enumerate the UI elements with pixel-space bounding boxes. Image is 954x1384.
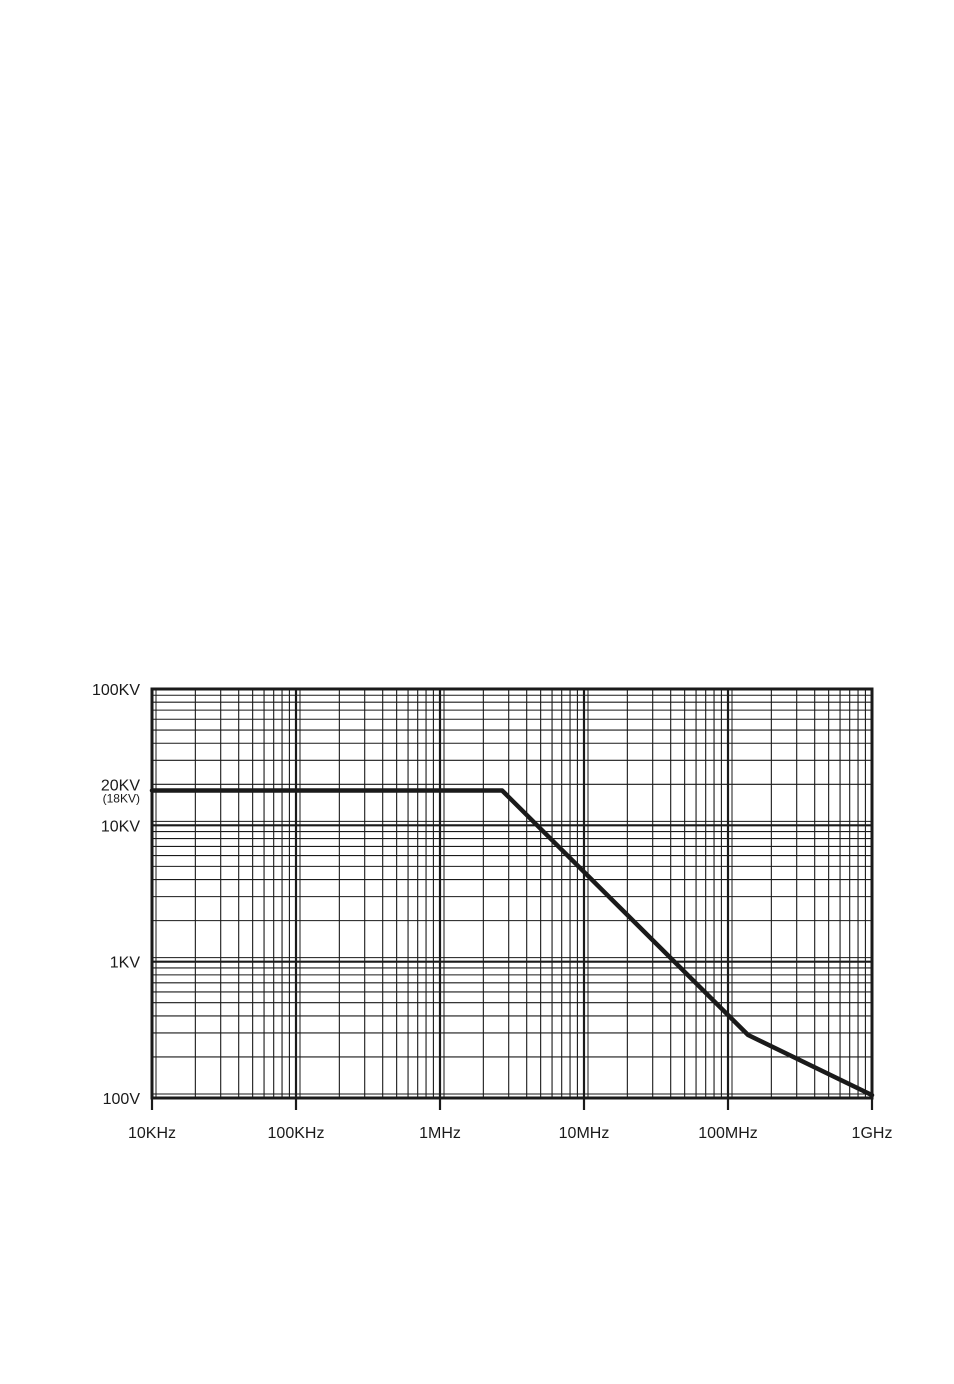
series-line [149,788,875,1098]
series-layer [149,788,875,1098]
y-tick-label: 1KV [110,955,141,972]
x-tick-label: 100MHz [698,1125,758,1142]
x-axis-ticks [150,1098,874,1110]
y-tick-label: 20KV [101,777,140,794]
x-tick-label: 1MHz [419,1125,461,1142]
y-tick-label: 100V [103,1091,141,1108]
y-annotation-label: (18KV) [103,792,140,806]
x-axis-labels: 10KHz 100KHz 1MHz 10MHz 100MHz 1GHz [128,1125,892,1142]
x-tick-label: 10KHz [128,1125,176,1142]
plot-frame [150,687,874,1100]
x-tick-label: 100KHz [268,1125,325,1142]
y-tick-label: 10KV [101,818,140,835]
y-tick-label: 100KV [92,682,140,699]
grid-major [150,689,872,1100]
y-axis-labels: 100V 1KV 10KV 20KV 100KV (18KV) [92,682,140,1108]
grid-minor [152,689,872,1098]
x-tick-label: 1GHz [852,1125,893,1142]
x-tick-label: 10MHz [559,1125,610,1142]
